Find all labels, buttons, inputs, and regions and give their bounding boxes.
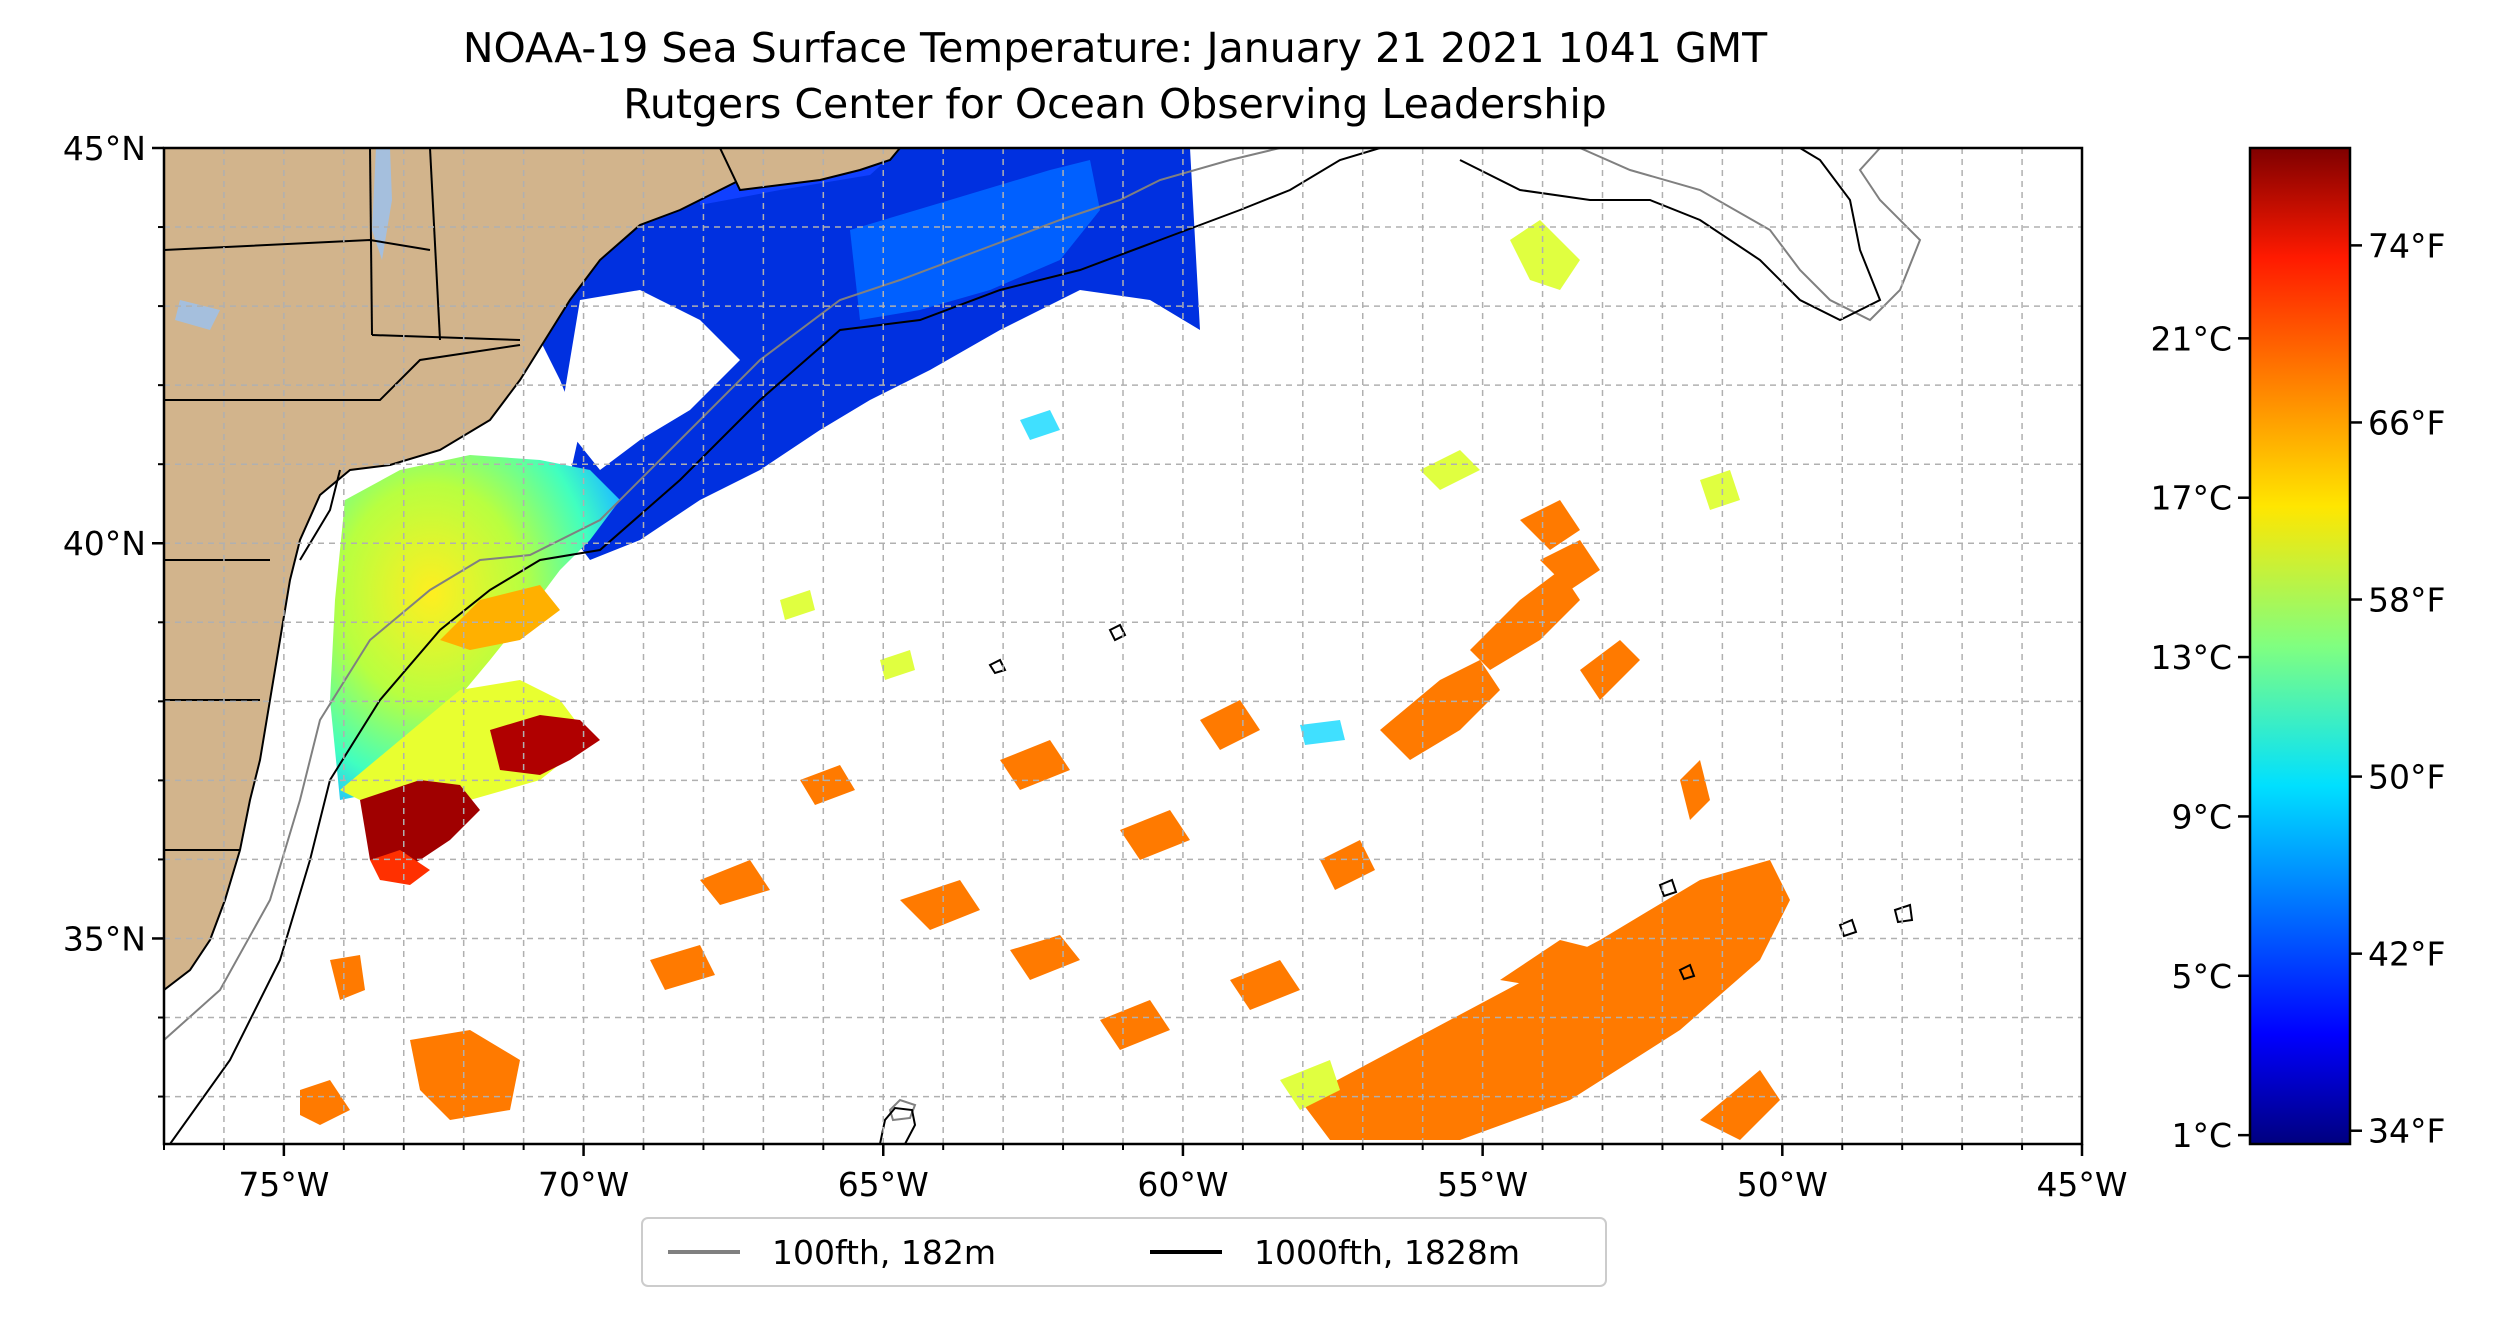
sst-shelf-break: [340, 680, 590, 810]
colorbar-fahrenheit-label: 66°F: [2368, 403, 2445, 442]
sst-offshore-cool-patches: [780, 220, 1740, 1110]
lon-tick-label: 65°W: [838, 1165, 929, 1204]
sst-gulf-stream-core-north: [490, 715, 600, 775]
chart-title: NOAA-19 Sea Surface Temperature: January…: [463, 24, 1768, 72]
north-america-land: [164, 148, 772, 992]
sst-scotian-shelf: [850, 160, 1100, 320]
lon-tick-label: 45°W: [2036, 1165, 2127, 1204]
lon-tick-label: 70°W: [538, 1165, 629, 1204]
lat-tick-label: 40°N: [63, 524, 146, 563]
map-area: [164, 148, 2082, 1144]
lon-tick-label: 60°W: [1137, 1165, 1228, 1204]
sst-offshore-cold-patches: [1020, 410, 1345, 745]
lat-tick-label: 35°N: [63, 919, 146, 958]
lat-tick-label: 45°N: [63, 129, 146, 168]
lake-shape: [175, 300, 220, 330]
colorbar-celsius-label: 5°C: [2171, 957, 2232, 996]
legend-box: [641, 1217, 1607, 1287]
colorbar-fahrenheit-label: 34°F: [2368, 1112, 2445, 1151]
sst-warm-filament: [440, 585, 560, 650]
sst-gulf-stream-core-south: [360, 780, 480, 875]
state-borders: [164, 148, 521, 851]
colorbar-fahrenheit-label: 42°F: [2368, 935, 2445, 974]
land-layer: [164, 148, 902, 992]
lake-champlain: [372, 148, 392, 260]
lon-tick-label: 50°W: [1737, 1165, 1828, 1204]
colorbar-fahrenheit-label: 50°F: [2368, 758, 2445, 797]
legend-label-1000fth: 1000fth, 1828m: [1254, 1233, 1520, 1272]
colorbar-fahrenheit-label: 74°F: [2368, 226, 2445, 265]
legend-label-100fth: 100fth, 182m: [772, 1233, 996, 1272]
lat-axis: 45°N 40°N 35°N: [63, 129, 164, 1098]
sst-cloud-gap: [560, 290, 740, 470]
lon-axis: 75°W 70°W 65°W 60°W 55°W 50°W 45°W: [163, 1144, 2128, 1204]
colorbar-celsius-label: 17°C: [2150, 479, 2232, 518]
legend: 100fth, 182m 1000fth, 1828m: [641, 1217, 1607, 1287]
lon-tick-label: 55°W: [1437, 1165, 1528, 1204]
colorbar-celsius-label: 9°C: [2171, 797, 2232, 836]
colorbar: [2248, 146, 2352, 1146]
colorbar-fahrenheit-ticks: 34°F 42°F 50°F 58°F 66°F 74°F: [2350, 226, 2445, 1151]
colorbar-celsius-ticks: 1°C 5°C 9°C 13°C 17°C 21°C: [2150, 319, 2250, 1155]
map-gridlines: [164, 148, 2082, 1144]
colorbar-celsius-label: 13°C: [2150, 638, 2232, 677]
colorbar-celsius-label: 1°C: [2171, 1116, 2232, 1155]
sst-layer: [300, 148, 1790, 1140]
chart-subtitle: Rutgers Center for Ocean Observing Leade…: [623, 80, 1607, 128]
isobath-1000fth: [169, 148, 1914, 1144]
lon-tick-label: 75°W: [238, 1165, 329, 1204]
colorbar-fahrenheit-label: 58°F: [2368, 581, 2445, 620]
sst-offshore-patches: [300, 500, 1790, 1140]
colorbar-celsius-label: 21°C: [2150, 319, 2232, 358]
nova-scotia-land: [718, 148, 902, 192]
